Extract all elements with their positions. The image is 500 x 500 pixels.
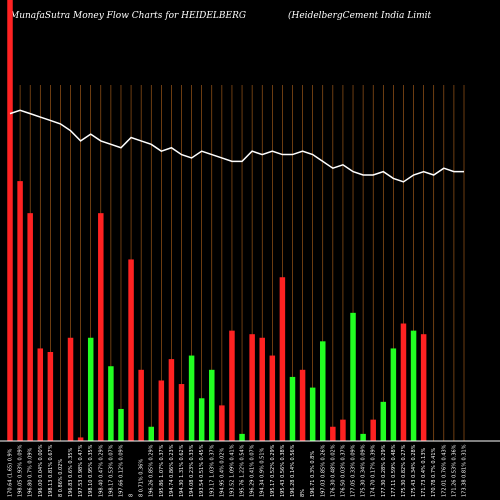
x-tick-label: 176.50 0.03% 0.37% [340,444,346,497]
bar-tue-14-oct-2025 [67,337,74,441]
bar-mon-13-oct-2025 [77,437,84,441]
bar-fri-22-aug-2025 [420,334,427,441]
bar-thu-18-sep-2025 [239,433,245,441]
x-tick-label: 198.40 0.47% 0.29% [98,444,104,497]
x-tick-label: 171.73 0.4% 0.13% [421,447,427,497]
bar-thu-09-oct-2025 [98,213,104,441]
x-tick-label: 197.03 0.85% 0.26% [320,444,326,497]
x-tick-label: 194.30 1.31% 0.62% [179,444,185,497]
bar-mon-29-sep-2025 [168,359,175,441]
x-tick-label: 194.08 0.23% 0.33% [189,444,195,497]
x-tick-label: 195.76 1.22% 0.54% [240,444,246,497]
bar-mon-15-sep-2025 [269,355,276,441]
bar-tue-07-oct-2025 [118,408,124,441]
bar-fri-12-sep-2025 [279,277,286,441]
x-tick-label: 196.83 0.6% 0.35% [68,447,74,497]
x-tick-label: 193.52 1.09% 0.41% [229,444,235,497]
x-tick-label: 175.30 0.82% 0.27% [401,444,407,497]
x-tick-label: 170.64 (1.65) 0.9% [8,448,14,497]
bar-fri-24-oct-2025 [7,0,13,441]
x-tick-label: 177.30 0.28% 0.29% [381,444,387,497]
bar-mon-08-sep-2025 [320,341,326,441]
bar-mon-06-oct-2025 [128,259,134,441]
x-tick-label: 196.80 0.7% 0.09% [28,447,34,497]
x-tick-label: 8% [300,489,306,497]
x-tick-label: 8 0.86% 0.02% [58,459,64,497]
bar-wed-03-sep-2025 [350,312,356,441]
x-tick-label: 193.54 0.51% 0.45% [199,444,205,497]
bar-tue-26-aug-2025 [400,323,407,441]
bar-fri-03-oct-2025 [138,369,144,441]
x-tick-label: 177.11 0.59% 0.48% [391,444,397,497]
bar-layer [0,0,500,442]
x-tick-label: 196.00 0.04% 0.00% [38,444,44,497]
x-tick-label: 177.05 0.33% 0.09% [351,444,357,497]
chart-title: MunafaSutra Money Flow Charts for HEIDEL… [9,11,246,21]
price-line [9,109,464,183]
bar-wed-01-oct-2025 [148,426,154,441]
x-tick-label: 196.28 0.14% 0.56% [290,444,296,497]
x-tick-label: 196.26 0.85% 0.29% [149,444,155,497]
x-tick-label: 194.95 0.4% 0.02% [219,447,225,497]
bar-tue-02-sep-2025 [360,433,366,441]
bar-wed-17-sep-2025 [249,334,255,441]
bar-fri-10-oct-2025 [87,337,94,441]
x-tick-label: 193.17 1.03% 0.37% [209,444,215,497]
bar-wed-24-sep-2025 [198,398,205,441]
x-tick-label: 198.05 0.93% 0.09% [18,444,24,497]
x-tick-label: 171.26 0.53% 0.36% [451,444,457,497]
bar-thu-25-sep-2025 [188,355,195,441]
x-tick-label: 172.01 0.76% 0.43% [441,444,447,497]
x-tick-label: 175.30 0.34% 0.09% [361,444,367,497]
x-tick-label: 170.78 0.7% 0.41% [431,447,437,497]
x-tick-label: 198.13 0.81% 0.67% [48,444,54,497]
bar-thu-11-sep-2025 [289,376,296,441]
x-tick-label: 198.10 0.95% 0.35% [88,444,94,497]
x-tick-label: 175.43 0.34% 0.28% [411,444,417,497]
bar-mon-20-oct-2025 [27,213,33,441]
x-tick-label: 176.30 0.48% 0.02% [330,444,336,497]
bar-tue-30-sep-2025 [158,380,165,441]
tick-layer: 170.64 (1.65) 0.9% 198.05 0.93% 0.09% 196.… [8,444,468,497]
x-tick-label: 197.66 0.12% 0.09% [118,444,124,497]
bar-tue-16-sep-2025 [259,337,265,441]
bar-fri-19-sep-2025 [229,330,235,441]
bar-fri-26-sep-2025 [178,384,185,441]
x-tick-label: 173.38 0.81% 0.31% [462,444,468,497]
x-tick-label: 8 [129,494,135,497]
bar-fri-05-sep-2025 [330,426,336,441]
bar-thu-23-oct-2025 [17,181,23,441]
bar-thu-28-aug-2025 [390,348,397,441]
x-tick-label: 197.53 0.98% 0.47% [78,444,84,497]
bar-mon-25-aug-2025 [410,330,417,441]
x-tick-label: 194.74 0.86% 0.23% [169,444,175,497]
bar-wed-10-sep-2025 [299,369,306,441]
bar-fri-17-oct-2025 [37,348,44,441]
x-tick-label: 195.17 0.52% 0.29% [270,444,276,497]
bar-thu-04-sep-2025 [340,419,346,441]
x-tick-label: 8 0.71% 0.36% [139,459,145,497]
bar-mon-01-sep-2025 [370,419,376,441]
bar-mon-22-sep-2025 [219,405,225,441]
x-tick-label: 195.86 1.07% 0.37% [159,444,165,497]
x-tick-label: 198.17 0.53% 0.07% [108,444,114,497]
x-tick-label: 196.71 0.3% 0.8% [310,451,316,497]
x-tick-label: 195.43 0.56% 0.38% [280,444,286,497]
bar-wed-08-oct-2025 [108,366,114,441]
x-tick-label: 174.70 0.17% 0.39% [371,444,377,497]
chart-subtitle: (HeidelbergCement India Limit [288,10,432,21]
x-tick-label: 194.34 0.9% 0.51% [260,447,266,497]
bar-tue-23-sep-2025 [209,369,215,441]
bar-tue-09-sep-2025 [309,387,316,441]
bar-fri-29-aug-2025 [380,401,387,441]
bar-thu-16-oct-2025 [47,352,54,441]
line-layer [9,109,464,183]
x-tick-label: 196.29 0.41% 0.07% [250,444,256,497]
